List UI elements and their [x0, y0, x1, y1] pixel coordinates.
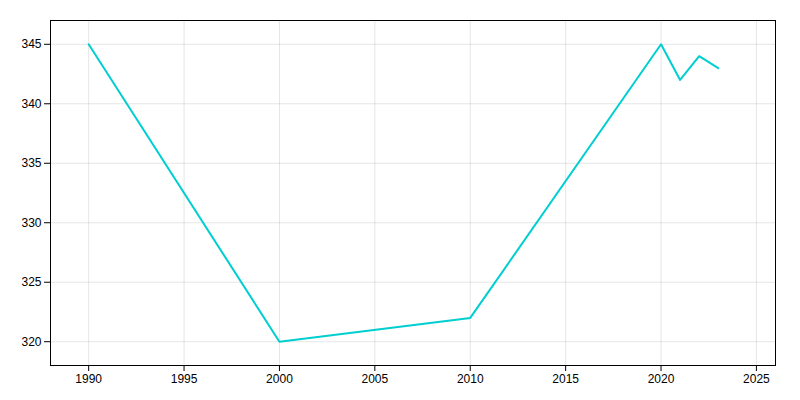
svg-text:2010: 2010	[457, 372, 484, 386]
svg-text:330: 330	[21, 216, 41, 230]
svg-text:335: 335	[21, 156, 41, 170]
svg-text:2015: 2015	[552, 372, 579, 386]
svg-text:340: 340	[21, 97, 41, 111]
svg-text:345: 345	[21, 37, 41, 51]
svg-text:2020: 2020	[648, 372, 675, 386]
svg-text:320: 320	[21, 335, 41, 349]
svg-text:1990: 1990	[75, 372, 102, 386]
svg-text:325: 325	[21, 275, 41, 289]
svg-text:2000: 2000	[266, 372, 293, 386]
svg-text:2025: 2025	[743, 372, 770, 386]
svg-text:1995: 1995	[171, 372, 198, 386]
svg-text:2005: 2005	[361, 372, 388, 386]
